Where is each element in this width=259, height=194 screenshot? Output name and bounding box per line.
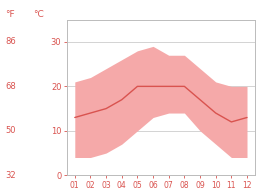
Text: °C: °C	[33, 10, 44, 19]
Text: 68: 68	[5, 82, 16, 91]
Text: 86: 86	[5, 37, 16, 46]
Text: 32: 32	[5, 171, 16, 180]
Text: °F: °F	[5, 10, 15, 19]
Text: 50: 50	[5, 126, 16, 135]
